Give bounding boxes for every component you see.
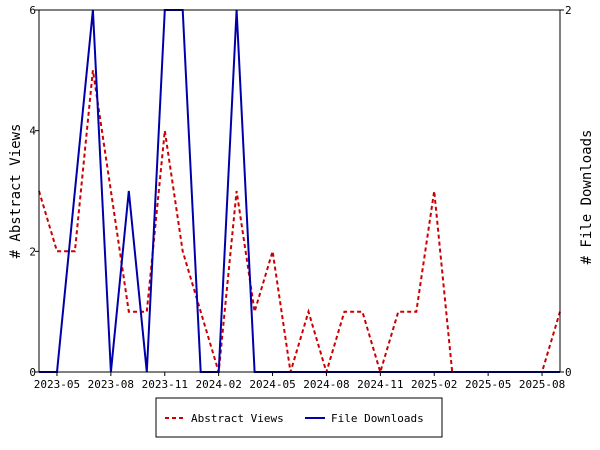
axes: 2023-05 2023-08 2023-11 2024-02 2024-05 2024-… — [29, 4, 571, 391]
x-tick-label: 2024-05 — [249, 378, 295, 391]
x-tick-label: 2023-08 — [88, 378, 134, 391]
legend-box — [155, 397, 443, 438]
y-left-tick-label: 0 — [29, 366, 36, 379]
plot-area — [38, 9, 561, 376]
y-axis-left-title: # Abstract Views — [8, 124, 24, 259]
legend: Abstract Views File Downloads — [155, 397, 443, 438]
x-tick-label: 2023-05 — [34, 378, 80, 391]
series-line-file-downloads — [39, 9, 560, 373]
x-tick-label: 2024-02 — [195, 378, 241, 391]
legend-label-abstract-views: Abstract Views — [191, 412, 284, 425]
x-tick-label: 2025-08 — [519, 378, 565, 391]
y-left-tick-label: 2 — [29, 245, 36, 258]
x-tick-label: 2023-11 — [142, 378, 188, 391]
x-tick-label: 2024-08 — [303, 378, 349, 391]
x-tick-label: 2025-02 — [411, 378, 457, 391]
y-right-tick-label: 2 — [565, 4, 572, 17]
y-right-tick-label: 0 — [565, 366, 572, 379]
series-line-abstract-views — [38, 70, 561, 376]
y-axis-right-title: # File Downloads — [579, 130, 595, 265]
x-tick-label: 2024-11 — [357, 378, 403, 391]
y-left-tick-label: 6 — [29, 4, 36, 17]
legend-label-file-downloads: File Downloads — [331, 412, 424, 425]
y-left-tick-label: 4 — [29, 125, 36, 138]
x-tick-label: 2025-05 — [465, 378, 511, 391]
plot-frame — [38, 9, 561, 373]
